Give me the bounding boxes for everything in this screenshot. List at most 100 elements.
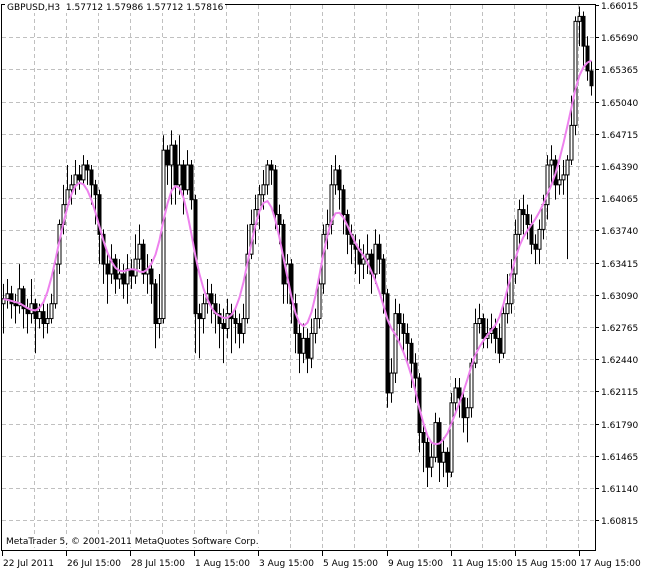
candle-body-bear xyxy=(77,174,82,181)
candle-body-bull xyxy=(501,313,506,354)
price-tick-label: 1.65040 xyxy=(601,99,638,109)
candle xyxy=(133,234,138,284)
candle xyxy=(517,199,522,245)
candle xyxy=(497,323,502,364)
candle xyxy=(421,422,426,473)
candle-body-bull xyxy=(225,313,230,329)
candle xyxy=(241,303,246,344)
candle-body-bear xyxy=(21,288,26,310)
candle xyxy=(477,303,482,334)
candle-body-bear xyxy=(385,293,390,394)
candle-body-bull xyxy=(17,288,22,307)
candle-body-bear xyxy=(13,303,18,307)
candle xyxy=(265,160,270,195)
time-tick-label: 17 Aug 15:00 xyxy=(580,559,641,569)
candle-body-bear xyxy=(289,263,294,305)
candle xyxy=(385,288,390,408)
candle-body-bear xyxy=(401,323,406,334)
candle xyxy=(197,303,202,359)
candle xyxy=(145,254,150,294)
candle xyxy=(453,378,458,413)
candle-body-bull xyxy=(549,159,554,166)
candle-body-bear xyxy=(97,194,102,235)
candle-body-bear xyxy=(297,332,302,354)
candle-body-bear xyxy=(173,144,178,186)
candle xyxy=(233,308,238,344)
candle xyxy=(397,303,402,344)
time-tick-label: 26 Jul 15:00 xyxy=(67,559,121,569)
candle-body-bull xyxy=(429,456,434,468)
time-tick-label: 28 Jul 15:00 xyxy=(131,559,185,569)
candle-body-bear xyxy=(421,432,426,443)
candle-body-bear xyxy=(41,311,46,325)
candle-body-bull xyxy=(177,164,182,186)
candle-body-bull xyxy=(157,318,162,325)
symbol-timeframe: GBPUSD,H3 xyxy=(7,3,61,13)
candle-body-bear xyxy=(461,397,466,419)
candle xyxy=(333,155,338,195)
candle-body-bull xyxy=(261,184,266,196)
price-tick-label: 1.63090 xyxy=(601,292,638,302)
candle xyxy=(17,264,22,314)
candle xyxy=(229,303,234,354)
candle-body-bull xyxy=(241,318,246,334)
candle xyxy=(549,145,554,185)
price-tick-label: 1.66015 xyxy=(601,2,638,12)
candle-body-bull xyxy=(393,313,398,374)
candle xyxy=(445,447,450,488)
candle-body-bear xyxy=(425,441,430,468)
candle xyxy=(373,229,378,284)
candle-body-bull xyxy=(573,20,578,126)
candle-body-bull xyxy=(433,422,438,458)
candle-body-bull xyxy=(389,372,394,394)
price-tick-label: 1.63740 xyxy=(601,227,638,237)
candle-body-bear xyxy=(533,243,538,250)
candle-body-bear xyxy=(221,323,226,329)
candle xyxy=(533,234,538,265)
candle-body-bull xyxy=(465,407,470,419)
candle-body-bear xyxy=(457,387,462,399)
candle-body-bear xyxy=(445,451,450,473)
candle xyxy=(157,273,162,339)
candle xyxy=(161,135,166,324)
candle xyxy=(149,259,154,304)
candle xyxy=(117,259,122,289)
candle-body-bear xyxy=(337,169,342,191)
candle xyxy=(565,155,570,260)
candle xyxy=(209,283,214,324)
candle xyxy=(557,165,562,195)
candle-body-bull xyxy=(137,243,142,260)
price-axis: 1.66015 1.65690 1.65365 1.65040 1.64715 1.643… xyxy=(595,2,638,527)
candle-body-bull xyxy=(561,174,566,181)
candle xyxy=(177,135,182,195)
time-axis: 22 Jul 2011 26 Jul 15:00 28 Jul 15:00 1 Aug… xyxy=(2,551,641,569)
candle xyxy=(465,397,470,443)
candle xyxy=(441,437,446,478)
candle-body-bull xyxy=(537,228,542,250)
candle xyxy=(113,254,118,294)
candle xyxy=(577,6,582,47)
candle-body-bull xyxy=(5,293,10,300)
candle xyxy=(545,155,550,220)
candle xyxy=(449,392,454,478)
candle xyxy=(377,234,382,274)
candle-body-bear xyxy=(237,323,242,334)
candle-body-bear xyxy=(85,164,90,171)
candle-body-bear xyxy=(9,293,14,305)
candle-body-bull xyxy=(169,144,174,166)
candle-body-bull xyxy=(569,124,574,161)
candle xyxy=(41,303,46,339)
candle xyxy=(141,239,146,284)
candle xyxy=(405,323,410,364)
candle-body-bear xyxy=(121,273,126,285)
time-tick-label: 22 Jul 2011 xyxy=(3,559,54,569)
candle-body-bull xyxy=(477,318,482,325)
price-tick-label: 1.62115 xyxy=(601,388,638,398)
candle-body-bull xyxy=(73,174,78,186)
candle-body-bear xyxy=(153,283,158,325)
candle-body-bear xyxy=(197,313,202,320)
candle-body-bear xyxy=(589,70,594,87)
candle xyxy=(137,224,142,270)
candle xyxy=(425,437,430,488)
candle-body-bear xyxy=(93,184,98,196)
